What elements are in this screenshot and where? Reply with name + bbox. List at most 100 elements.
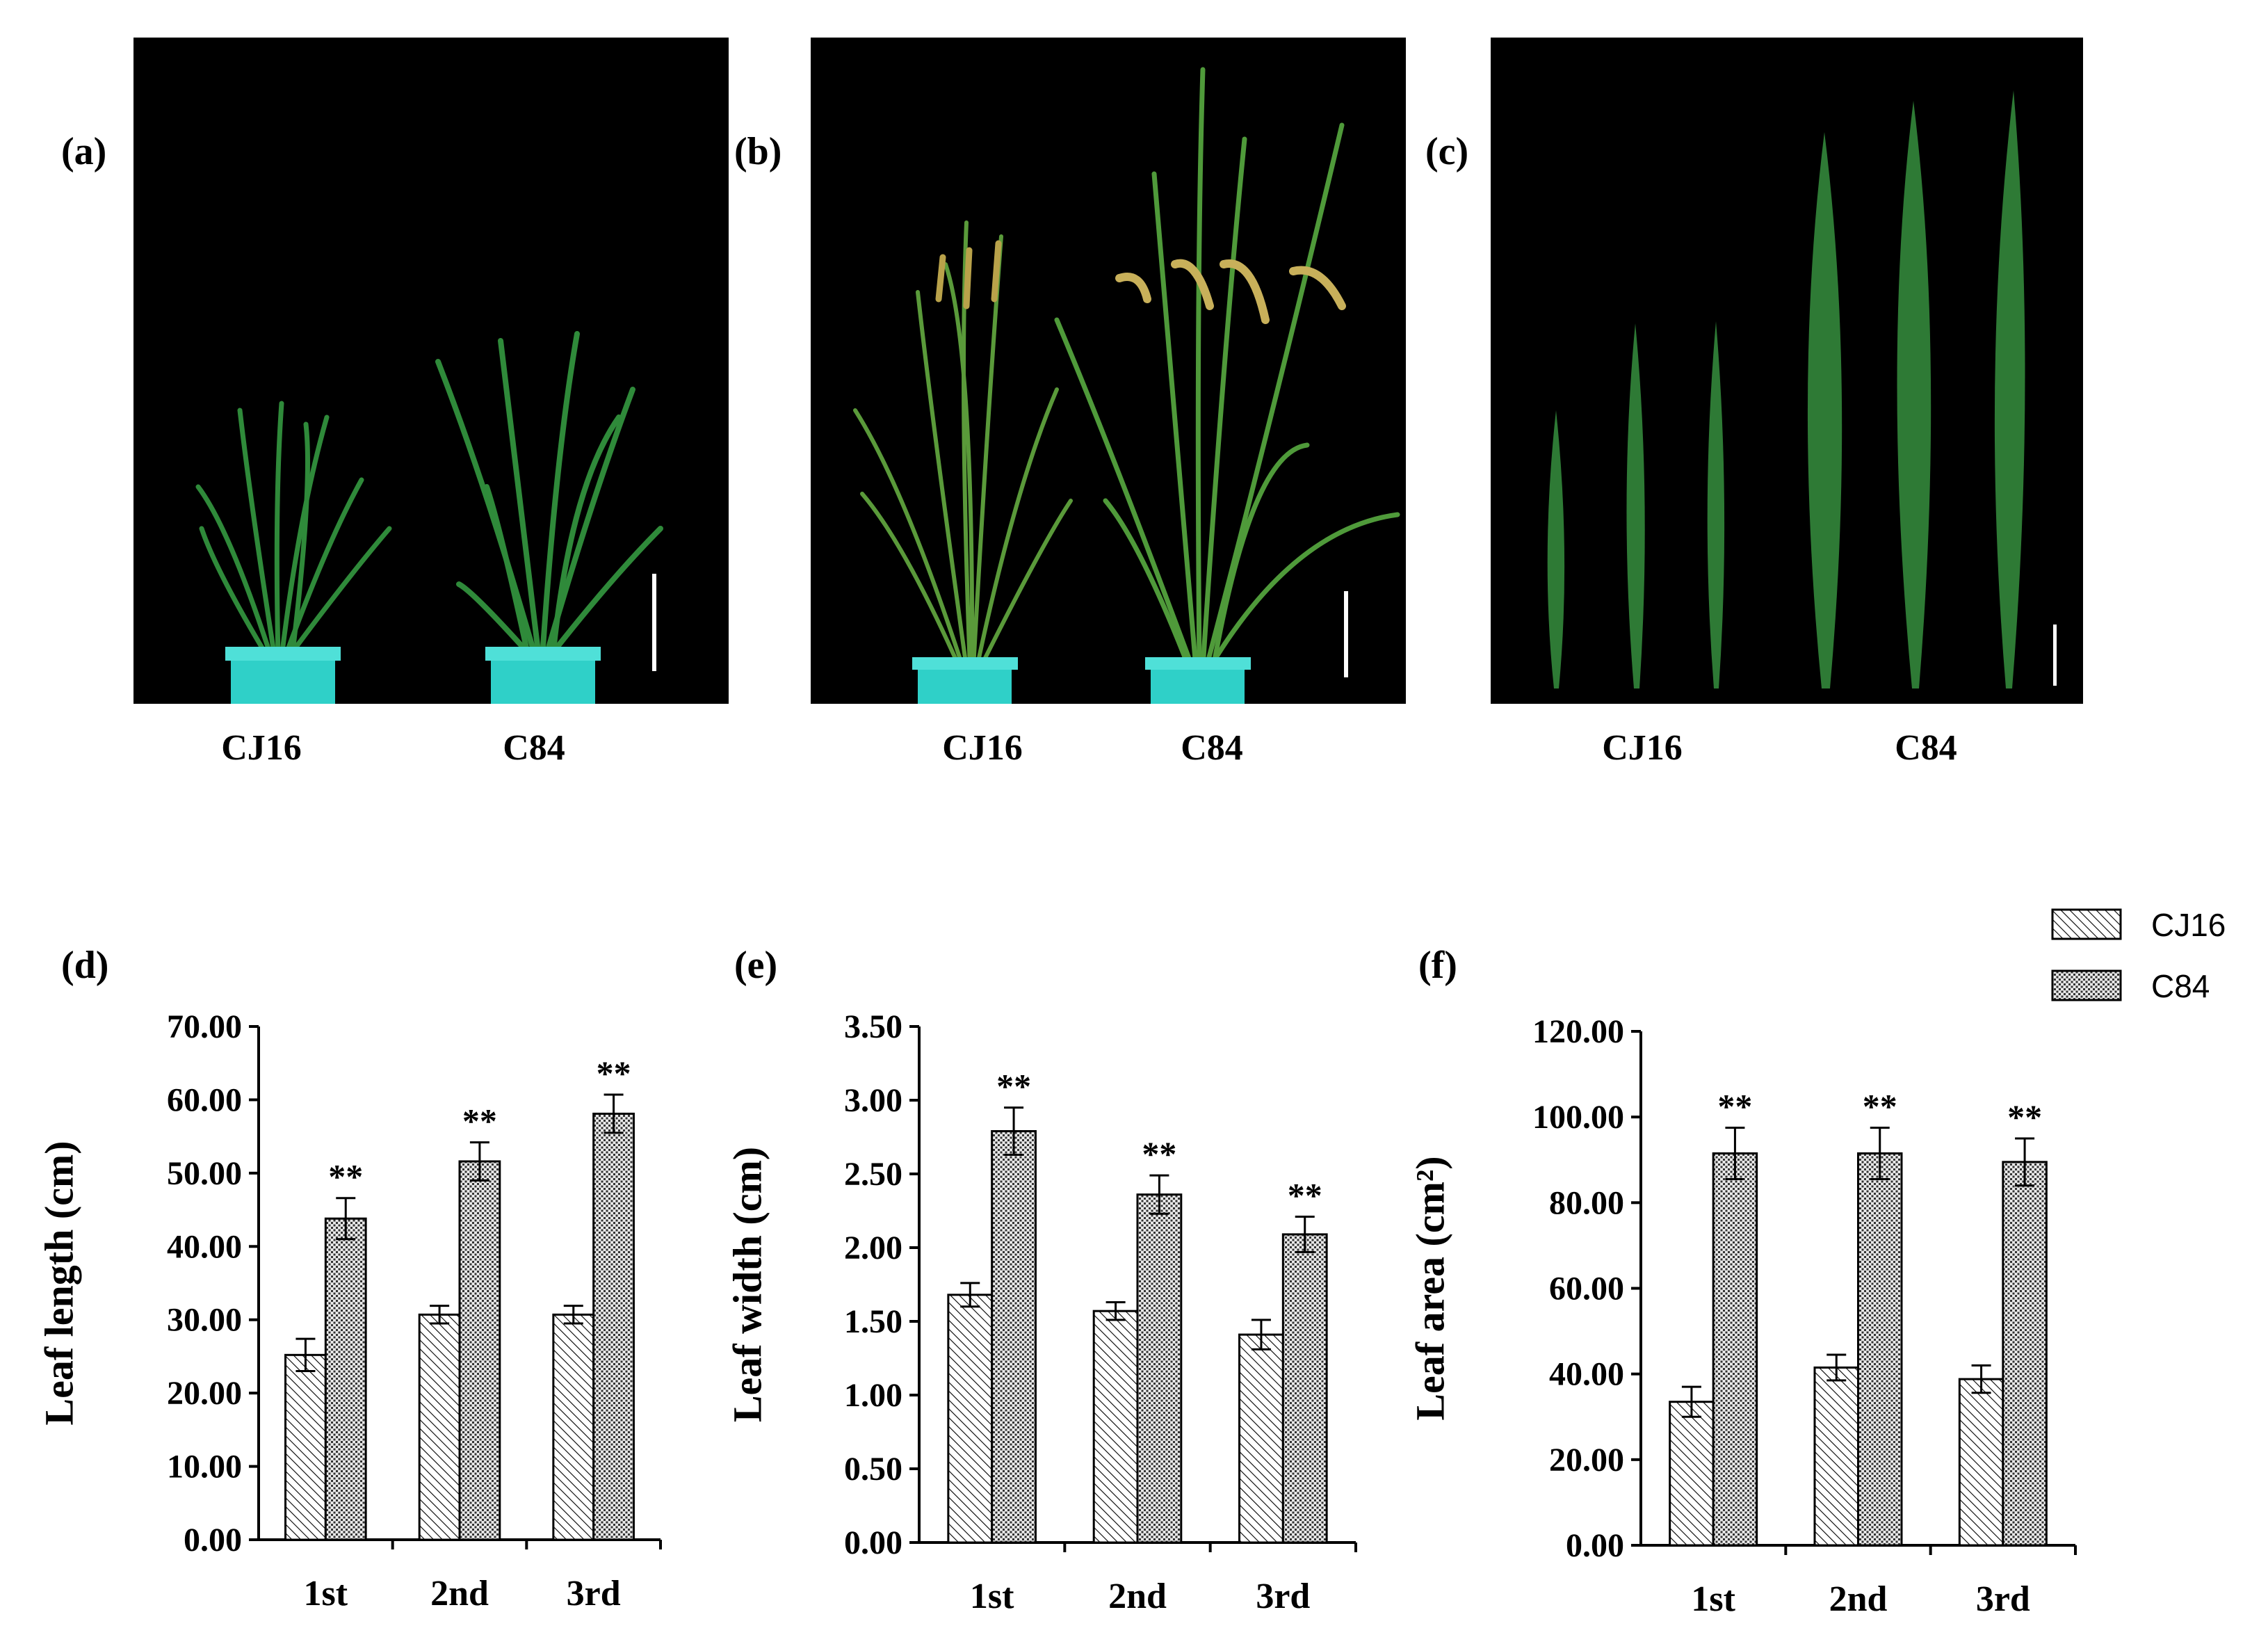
photo-a-scale-bar [652,574,656,671]
chart-e-y-tick-label: 1.00 [844,1377,902,1414]
chart-e-x-tick-label: 3rd [1256,1577,1310,1616]
chart-d-y-tick-label: 10.00 [167,1449,242,1485]
chart-f-significance: ** [1863,1087,1897,1126]
chart-e-y-tick-label: 3.00 [844,1082,902,1119]
chart-e-y-tick-label: 0.50 [844,1451,902,1488]
photo-b-caption-cj16: CJ16 [942,728,1023,768]
charts: 0.00 10.00 20.00 30.00 40.00 50.00 60.00 70.00 L… [36,1008,2077,1619]
photo-b-plant-cj16 [853,220,1073,670]
chart-d-significance: ** [462,1102,497,1141]
chart-d-y-tick-label: 30.00 [167,1302,242,1339]
chart-d-bar-cj16-3rd [552,1313,595,1541]
chart-f-y-tick-label: 60.00 [1549,1271,1624,1307]
chart-e-significance: ** [996,1067,1031,1106]
chart-f-bar-c84-2nd [1857,1152,1903,1547]
chart-e-y-tick-label: 1.50 [844,1303,902,1340]
chart-e-y-tick-label: 2.50 [844,1156,902,1193]
chart-d-y-tick-label: 50.00 [167,1155,242,1192]
photo-a-label: (a) [61,130,106,173]
chart-d-bar-cj16-2nd [418,1313,461,1541]
chart-f-y-tick-label: 100.00 [1532,1099,1624,1136]
chart-f-bar-cj16-2nd [1813,1366,1859,1547]
chart-d-bar-c84-2nd [458,1160,501,1541]
chart-d-x-tick-label: 1st [304,1574,348,1613]
chart-f-bar-c84-1st [1712,1152,1758,1547]
chart-e-bar-c84-2nd [1136,1193,1183,1544]
photo-c-label: (c) [1425,130,1468,173]
photo-panel-a [133,38,729,704]
photo-a-plant-cj16 [195,401,392,660]
chart-e-label: (e) [734,944,777,987]
photo-panel-c [1491,38,2083,704]
photo-b-scale-bar [1344,591,1348,677]
photo-b-plant-c84 [1054,67,1400,670]
photo-a-caption-cj16: CJ16 [221,728,302,768]
chart-e-bar-c84-3rd [1281,1233,1328,1544]
chart-d-significance: ** [328,1157,363,1196]
legend-swatch-cj16 [2051,908,2122,940]
photo-b-pot-cj16 [912,657,1018,704]
chart-d-bar-cj16-1st [284,1353,327,1541]
photo-a-pot-c84 [485,647,601,704]
chart-d-y-axis-label: Leaf length (cm) [36,1141,81,1425]
photo-c-caption-cj16: CJ16 [1602,728,1683,768]
photo-b-caption-c84: C84 [1181,728,1243,768]
photo-c-caption-c84: C84 [1895,728,1957,768]
photo-c-leaves-c84 [1807,90,2025,688]
chart-d-y-tick-label: 70.00 [167,1008,242,1045]
photo-b-panicles-cj16 [935,240,1002,309]
chart-f-y-tick-label: 20.00 [1549,1442,1624,1479]
chart-f-x-tick-label: 1st [1691,1579,1735,1619]
photo-c-leaves-cj16 [1547,321,1725,688]
photo-panel-b [811,38,1406,704]
legend-label-c84: C84 [2151,968,2210,1004]
legend-label-cj16: CJ16 [2151,907,2226,943]
chart-e-y-tick-label: 2.00 [844,1230,902,1266]
chart-d-x-tick-label: 3rd [567,1574,621,1613]
chart-f-y-tick-label: 40.00 [1549,1356,1624,1393]
chart-f-bar-cj16-1st [1669,1401,1715,1547]
chart-e-bar-cj16-2nd [1092,1310,1139,1544]
chart-e-significance: ** [1288,1175,1322,1214]
photo-b-pot-c84 [1145,657,1251,704]
chart-d-y-tick-label: 60.00 [167,1081,242,1118]
chart-e-y-tick-label: 0.00 [844,1524,902,1561]
chart-f-y-tick-label: 80.00 [1549,1184,1624,1221]
chart-d-y-tick-label: 40.00 [167,1228,242,1265]
photo-a-caption-c84: C84 [503,728,565,768]
legend-swatch-c84 [2051,969,2122,1001]
chart-d: 0.00 10.00 20.00 30.00 40.00 50.00 60.00 70.00 L… [36,1008,662,1613]
chart-d-bar-c84-3rd [592,1112,635,1541]
chart-f-bar-cj16-3rd [1958,1378,2004,1547]
chart-f-significance: ** [2007,1097,2042,1136]
chart-e-bar-cj16-3rd [1238,1333,1284,1544]
photo-a-pot-cj16 [225,647,341,704]
chart-d-bar-c84-1st [324,1217,367,1541]
chart-f-x-tick-label: 3rd [1976,1579,2030,1619]
chart-f-y-axis-label: Leaf area (cm²) [1407,1156,1452,1420]
photo-c-background [1491,38,2083,704]
chart-f-bar-c84-3rd [2002,1161,2048,1547]
photo-b-background [811,38,1406,704]
legend: CJ16 C84 [2051,907,2226,1004]
chart-e-bar-cj16-1st [947,1294,994,1544]
photo-b-panicles-c84 [1115,259,1346,324]
chart-d-x-tick-label: 2nd [430,1574,489,1613]
photo-a-background [133,38,729,704]
chart-e-x-tick-label: 1st [970,1577,1014,1616]
chart-d-significance: ** [597,1054,631,1093]
chart-e: 0.00 0.50 1.00 1.50 2.00 2.50 3.00 3.50 Leaf wid… [724,1008,1357,1616]
chart-f: 0.00 20.00 40.00 60.00 80.00 100.00 120.00 Leaf… [1407,1013,2077,1619]
chart-f-significance: ** [1717,1087,1752,1126]
chart-e-y-tick-label: 3.50 [844,1008,902,1045]
chart-e-bar-c84-1st [991,1130,1037,1544]
photo-c-scale-bar [2053,625,2057,686]
chart-e-x-tick-label: 2nd [1108,1577,1167,1616]
chart-d-y-tick-label: 0.00 [184,1522,242,1559]
chart-f-label: (f) [1418,944,1457,987]
photo-b-label: (b) [734,130,781,173]
chart-d-y-tick-label: 20.00 [167,1375,242,1412]
chart-d-label: (d) [61,944,108,987]
chart-f-y-tick-label: 120.00 [1532,1013,1624,1050]
